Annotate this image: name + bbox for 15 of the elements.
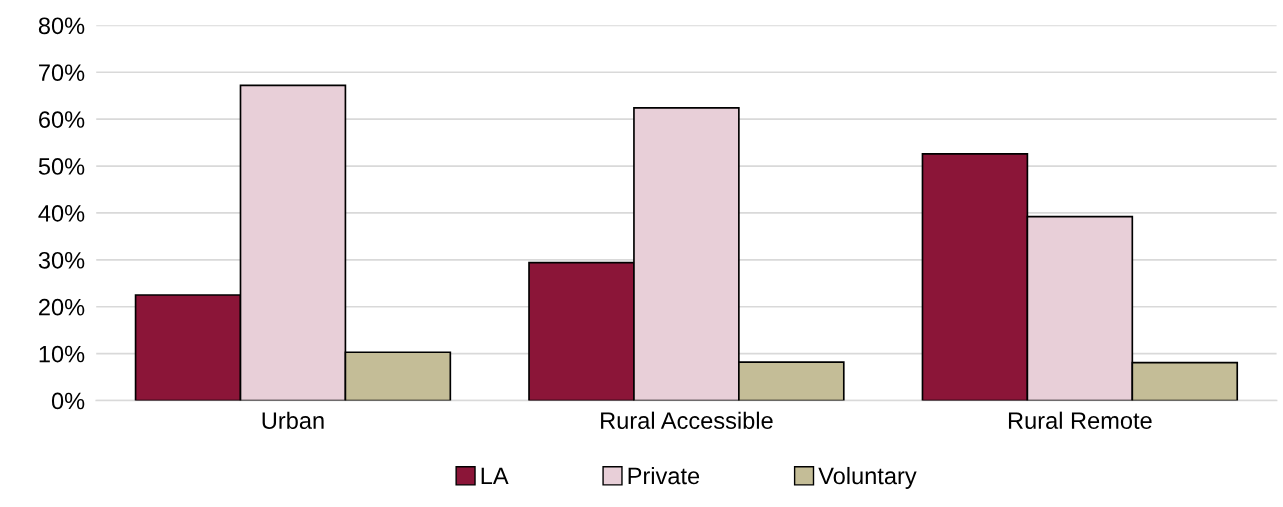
y-tick-label: 20% [39,298,85,316]
y-tick-label: 70% [39,64,85,82]
y-tick-label: 10% [39,345,85,363]
y-tick-label: 50% [38,158,85,175]
x-tick-label: Urban [262,411,324,429]
legend-label: LA [481,467,509,485]
x-tick-label: Rural Remote [1008,411,1152,429]
y-tick-label: 0% [51,392,85,410]
legend-label: Voluntary [818,466,917,489]
y-tick-label: 30% [38,251,85,269]
legend-label: Private [628,466,700,485]
x-tick-label: Rural Accessible [601,411,773,429]
y-tick-label: 40% [38,205,85,222]
y-tick-label: 60% [39,111,85,128]
y-tick-label: 80% [38,17,85,35]
